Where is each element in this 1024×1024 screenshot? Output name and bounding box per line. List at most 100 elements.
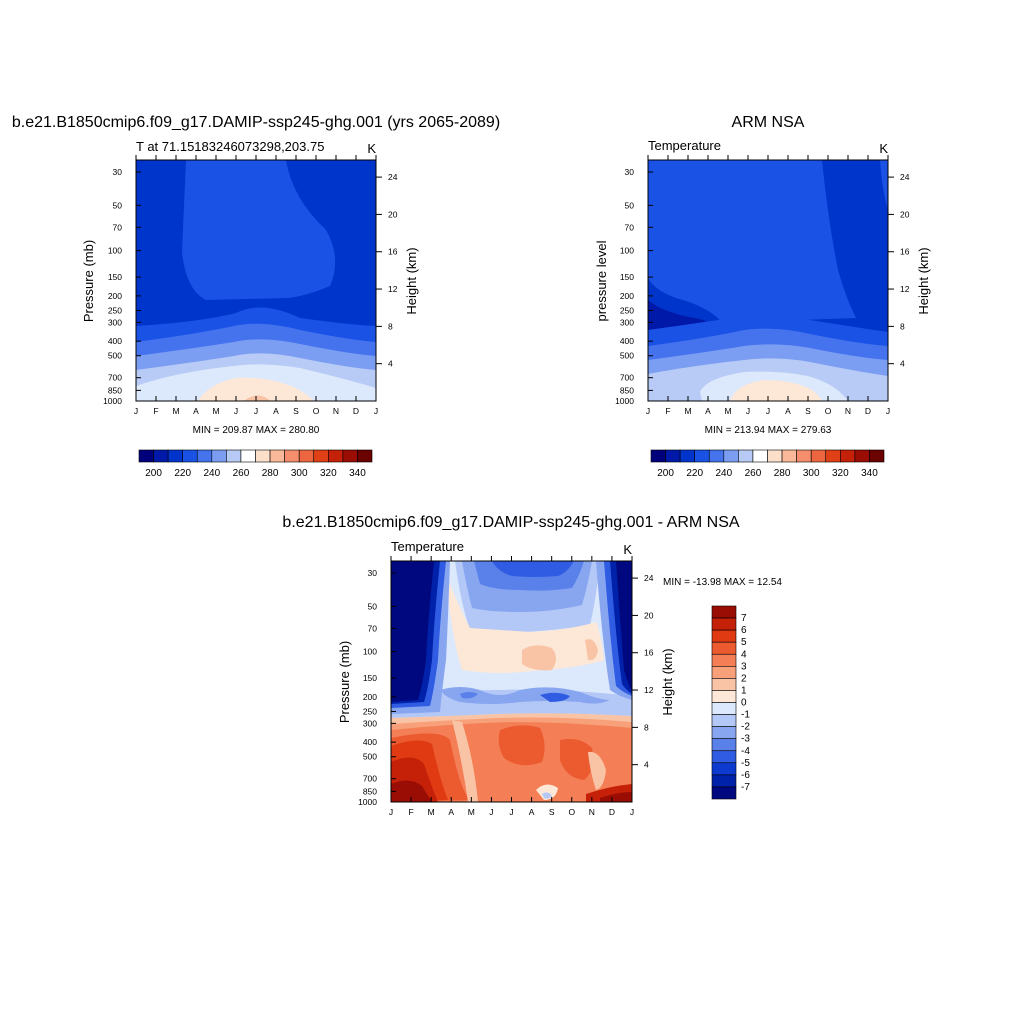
colorbar-label: 260 bbox=[233, 468, 250, 479]
contour-band bbox=[560, 739, 593, 780]
y-tick-label: 400 bbox=[363, 737, 377, 747]
y-tick-label: 700 bbox=[108, 373, 122, 383]
x-tick-label: M bbox=[724, 406, 731, 416]
y-tick-label: 200 bbox=[108, 291, 122, 301]
panel1-units-label: K bbox=[367, 141, 376, 156]
y-tick-label: 1000 bbox=[615, 396, 634, 406]
panel3-contour-field bbox=[391, 561, 632, 802]
right-tick-label: 20 bbox=[900, 209, 910, 219]
right-tick-label: 24 bbox=[388, 172, 398, 182]
y-tick-label: 70 bbox=[368, 623, 378, 633]
contour-band bbox=[182, 160, 336, 300]
colorbar-label: -2 bbox=[741, 722, 750, 733]
x-tick-label: J bbox=[886, 406, 890, 416]
right-tick-label: 8 bbox=[900, 321, 905, 331]
y-tick-label: 850 bbox=[108, 385, 122, 395]
colorbar-swatch bbox=[711, 774, 737, 788]
x-tick-label: M bbox=[684, 406, 691, 416]
x-tick-label: A bbox=[705, 406, 711, 416]
colorbar-swatch bbox=[328, 449, 344, 463]
panel2-ylabel: pressure level bbox=[594, 240, 609, 321]
colorbar-swatch bbox=[711, 762, 737, 776]
colorbar-label: 3 bbox=[741, 661, 747, 672]
y-tick-label: 1000 bbox=[103, 396, 122, 406]
colorbar-swatch bbox=[711, 738, 737, 752]
colorbar-swatch bbox=[240, 449, 256, 463]
panel2-ylabel-right: Height (km) bbox=[916, 247, 931, 314]
contour-band bbox=[391, 561, 434, 702]
right-tick-label: 24 bbox=[900, 172, 910, 182]
x-tick-label: S bbox=[805, 406, 811, 416]
y-tick-label: 30 bbox=[113, 167, 123, 177]
x-tick-label: M bbox=[428, 807, 435, 817]
x-tick-label: J bbox=[509, 807, 513, 817]
x-tick-label: M bbox=[212, 406, 219, 416]
colorbar-swatch bbox=[711, 653, 737, 667]
colorbar-swatch bbox=[723, 449, 739, 463]
contour-band bbox=[492, 561, 574, 577]
y-tick-label: 850 bbox=[363, 786, 377, 796]
colorbar-label: 320 bbox=[320, 468, 337, 479]
panel2-left-label: Temperature bbox=[648, 138, 721, 153]
x-tick-label: A bbox=[785, 406, 791, 416]
y-tick-label: 500 bbox=[108, 351, 122, 361]
x-tick-label: J bbox=[389, 807, 393, 817]
x-tick-label: D bbox=[609, 807, 615, 817]
colorbar-swatch bbox=[679, 449, 695, 463]
y-tick-label: 300 bbox=[108, 317, 122, 327]
y-tick-label: 100 bbox=[620, 246, 634, 256]
panel1-y-axis-right: 24 20 16 12 8 4 bbox=[376, 172, 398, 369]
contour-band bbox=[452, 720, 478, 802]
colorbar-swatch bbox=[854, 449, 870, 463]
x-tick-label: A bbox=[193, 406, 199, 416]
y-tick-label: 500 bbox=[620, 351, 634, 361]
colorbar-label: -7 bbox=[741, 782, 750, 793]
colorbar-label: 300 bbox=[803, 468, 820, 479]
colorbar-swatch bbox=[298, 449, 315, 463]
colorbar-label: -5 bbox=[741, 758, 750, 769]
right-tick-label: 8 bbox=[388, 321, 393, 331]
y-tick-label: 250 bbox=[108, 305, 122, 315]
contour-band bbox=[536, 784, 558, 800]
x-tick-label: J bbox=[746, 406, 750, 416]
panel1-ylabel-right: Height (km) bbox=[404, 247, 419, 314]
y-tick-label: 700 bbox=[363, 774, 377, 784]
x-tick-label: A bbox=[448, 807, 454, 817]
y-tick-label: 200 bbox=[363, 692, 377, 702]
contour-band bbox=[446, 575, 604, 673]
panel3-ylabel-right: Height (km) bbox=[660, 648, 675, 715]
colorbar-swatch bbox=[153, 449, 169, 463]
colorbar-swatch bbox=[767, 449, 783, 463]
y-tick-label: 150 bbox=[363, 673, 377, 683]
colorbar-label: 0 bbox=[741, 698, 747, 709]
x-tick-label: J bbox=[254, 406, 258, 416]
colorbar-swatch bbox=[711, 629, 737, 643]
x-tick-label: F bbox=[665, 406, 670, 416]
right-tick-label: 12 bbox=[644, 685, 654, 695]
colorbar-label: 320 bbox=[832, 468, 849, 479]
right-tick-label: 20 bbox=[388, 209, 398, 219]
colorbar-label: -1 bbox=[741, 710, 750, 721]
colorbar-swatch bbox=[711, 605, 737, 619]
x-tick-label: M bbox=[172, 406, 179, 416]
contour-band bbox=[648, 160, 856, 320]
panel1-ylabel: Pressure (mb) bbox=[81, 240, 96, 322]
contour-band bbox=[588, 751, 606, 790]
y-tick-label: 400 bbox=[108, 336, 122, 346]
contour-band bbox=[440, 687, 610, 704]
colorbar-swatch bbox=[694, 449, 710, 463]
x-tick-label: F bbox=[153, 406, 158, 416]
colorbar-label: 5 bbox=[741, 637, 747, 648]
right-tick-label: 24 bbox=[644, 573, 654, 583]
x-tick-label: J bbox=[646, 406, 650, 416]
panel3-units-label: K bbox=[623, 542, 632, 557]
panel-model: b.e21.B1850cmip6.f09_g17.DAMIP-ssp245-gh… bbox=[12, 114, 500, 479]
x-tick-label: S bbox=[549, 807, 555, 817]
x-tick-label: J bbox=[489, 807, 493, 817]
colorbar-swatch bbox=[711, 714, 737, 727]
colorbar-label: 280 bbox=[774, 468, 791, 479]
right-tick-label: 12 bbox=[900, 284, 910, 294]
right-tick-label: 16 bbox=[388, 247, 398, 257]
colorbar-swatch bbox=[796, 449, 812, 463]
